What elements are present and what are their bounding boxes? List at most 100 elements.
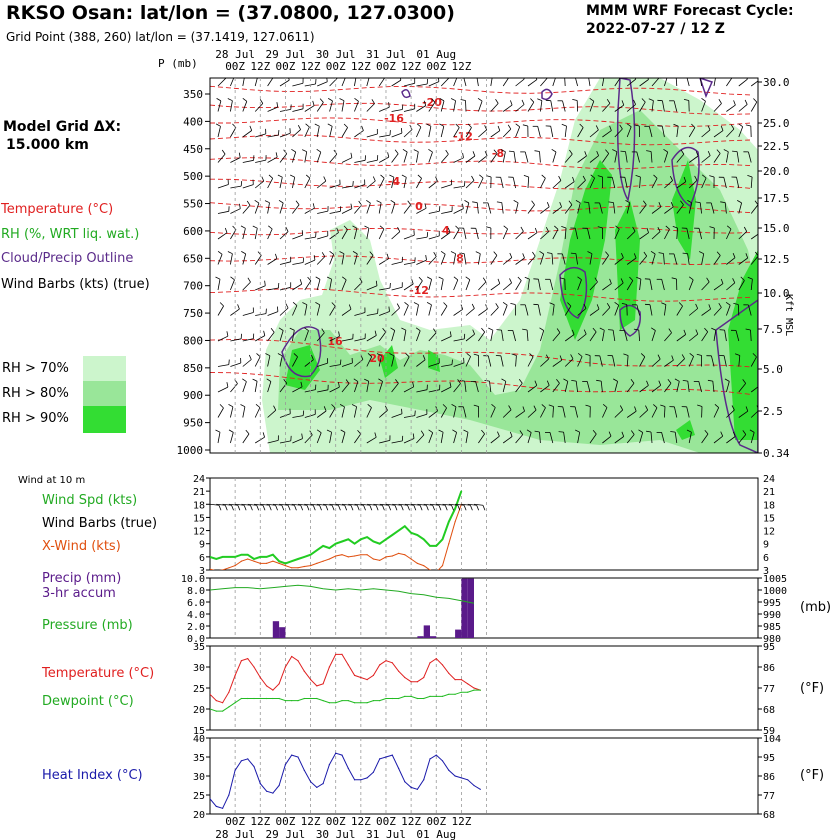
wind-barb-flag: [254, 73, 258, 76]
wind-barb-flag: [276, 102, 279, 108]
dewpoint-line-point: [404, 695, 406, 698]
wind-barb: [687, 381, 690, 393]
wind-barb: [577, 308, 587, 316]
xwind-line-point: [423, 565, 425, 567]
wind-barb: [750, 233, 758, 240]
wind-speed-line-point: [391, 534, 393, 536]
wind-barb-flag: [695, 329, 699, 335]
temperature-line-point: [278, 683, 280, 685]
hour-label-bottom: 12Z: [401, 815, 421, 828]
wind-barb: [490, 130, 501, 138]
wind-barb-flag: [467, 123, 472, 128]
wind-barb-flag: [734, 353, 740, 356]
temp-unit-f: (°F): [800, 681, 825, 696]
wind-barb-flag: [718, 302, 722, 308]
wind-speed-line-point: [429, 545, 431, 547]
wind-barb: [403, 234, 415, 240]
wind-barbs-label: Wind Barbs (true): [42, 516, 158, 531]
dewpoint-line-point: [335, 702, 337, 704]
wind-barb: [676, 153, 685, 163]
xwind-line-point: [398, 552, 400, 555]
wind-barb: [551, 253, 554, 265]
wind-barb: [329, 184, 341, 189]
wind-barb: [354, 253, 358, 265]
wind-barb: [676, 381, 680, 393]
dewpoint-line-point: [423, 697, 425, 700]
wind-barb-flag: [650, 327, 656, 331]
temperature-line-point: [284, 666, 286, 668]
wind-barb-flag: [311, 354, 314, 360]
rh-area-rh80: [278, 110, 758, 453]
precip-ytick: 2.0: [187, 622, 205, 633]
wind-barb-flag: [623, 353, 629, 356]
surface-wind-barb-flag: [482, 505, 486, 511]
wind-barb-flag: [669, 176, 673, 181]
wind-barb: [527, 409, 537, 418]
wind-barb: [476, 202, 479, 214]
wind-barb: [502, 436, 513, 444]
wind-barb-flag: [608, 201, 614, 203]
wind-barb-flag: [663, 148, 668, 153]
wind-barb-flag: [714, 403, 719, 408]
hour-label-top: 12Z: [301, 60, 321, 73]
temperature-contour-label: 0: [415, 200, 423, 213]
temperature-line-point: [410, 681, 412, 683]
wind-barb-flag: [747, 276, 753, 280]
wind-barb-flag: [321, 328, 325, 333]
wind-barb: [664, 382, 672, 393]
wind-speed-line-point: [222, 556, 224, 558]
wind-barb: [242, 78, 245, 87]
wind-barb-flag: [414, 410, 416, 416]
wind-speed-line-point: [259, 556, 261, 558]
wind-barb-flag: [472, 329, 475, 335]
wind-barb: [726, 228, 732, 240]
xwind-line-point: [272, 560, 274, 562]
wind-barb: [599, 355, 603, 367]
wind-barb-flag: [264, 200, 270, 204]
wind-barb-flag: [502, 301, 508, 306]
wind-barb-flag: [733, 303, 739, 305]
wind-barb: [552, 304, 555, 316]
wind-barb-flag: [551, 148, 557, 153]
pressure-tick-label: 350: [183, 88, 203, 101]
wind-barb: [366, 103, 375, 112]
legend-rh90-label: RH > 90%: [2, 411, 69, 426]
wind-barb-flag: [579, 123, 584, 128]
wind-barb-flag: [745, 328, 751, 331]
wind-barb-flag: [426, 232, 429, 238]
wind-barb-flag: [270, 73, 273, 77]
temperature-line-point: [253, 666, 255, 668]
wind-barb-flag: [534, 227, 538, 233]
pressure-tick-label: 700: [183, 280, 203, 293]
wind-barb: [502, 151, 506, 163]
surface-wind-barb: [467, 503, 477, 506]
wind-barb: [391, 231, 401, 240]
wind-barb-flag: [228, 404, 234, 408]
wind-barb: [513, 151, 516, 163]
wind-barb: [738, 202, 742, 214]
heat-unit-f: (°F): [800, 768, 825, 783]
wind-ytick-left: 15: [193, 513, 205, 524]
cloud-outline: [699, 78, 714, 99]
wind-barb-flag: [720, 431, 724, 437]
hour-label-bottom: 12Z: [451, 815, 471, 828]
hour-label-top: 00Z: [426, 60, 446, 73]
wind-barb: [453, 253, 456, 265]
wind-barb: [515, 383, 523, 393]
heat-index-line-point: [247, 758, 249, 760]
heat-index-line-point: [328, 764, 330, 766]
wind-barb: [217, 126, 221, 138]
wind-barb: [589, 129, 599, 138]
wind-barb-flag: [506, 73, 509, 77]
pressure-ytick: 995: [763, 598, 781, 609]
wind-speed-line-point: [416, 534, 418, 536]
wind-barb: [453, 432, 457, 444]
wind-barb-flag: [725, 301, 731, 306]
wind-barb: [217, 407, 224, 418]
wind-barb-flag: [556, 379, 560, 384]
wind-barb-flag: [653, 404, 658, 408]
wind-barb: [602, 330, 605, 342]
wind-barb: [649, 279, 653, 291]
wind-barb: [428, 210, 440, 214]
wind-barb: [428, 102, 436, 112]
